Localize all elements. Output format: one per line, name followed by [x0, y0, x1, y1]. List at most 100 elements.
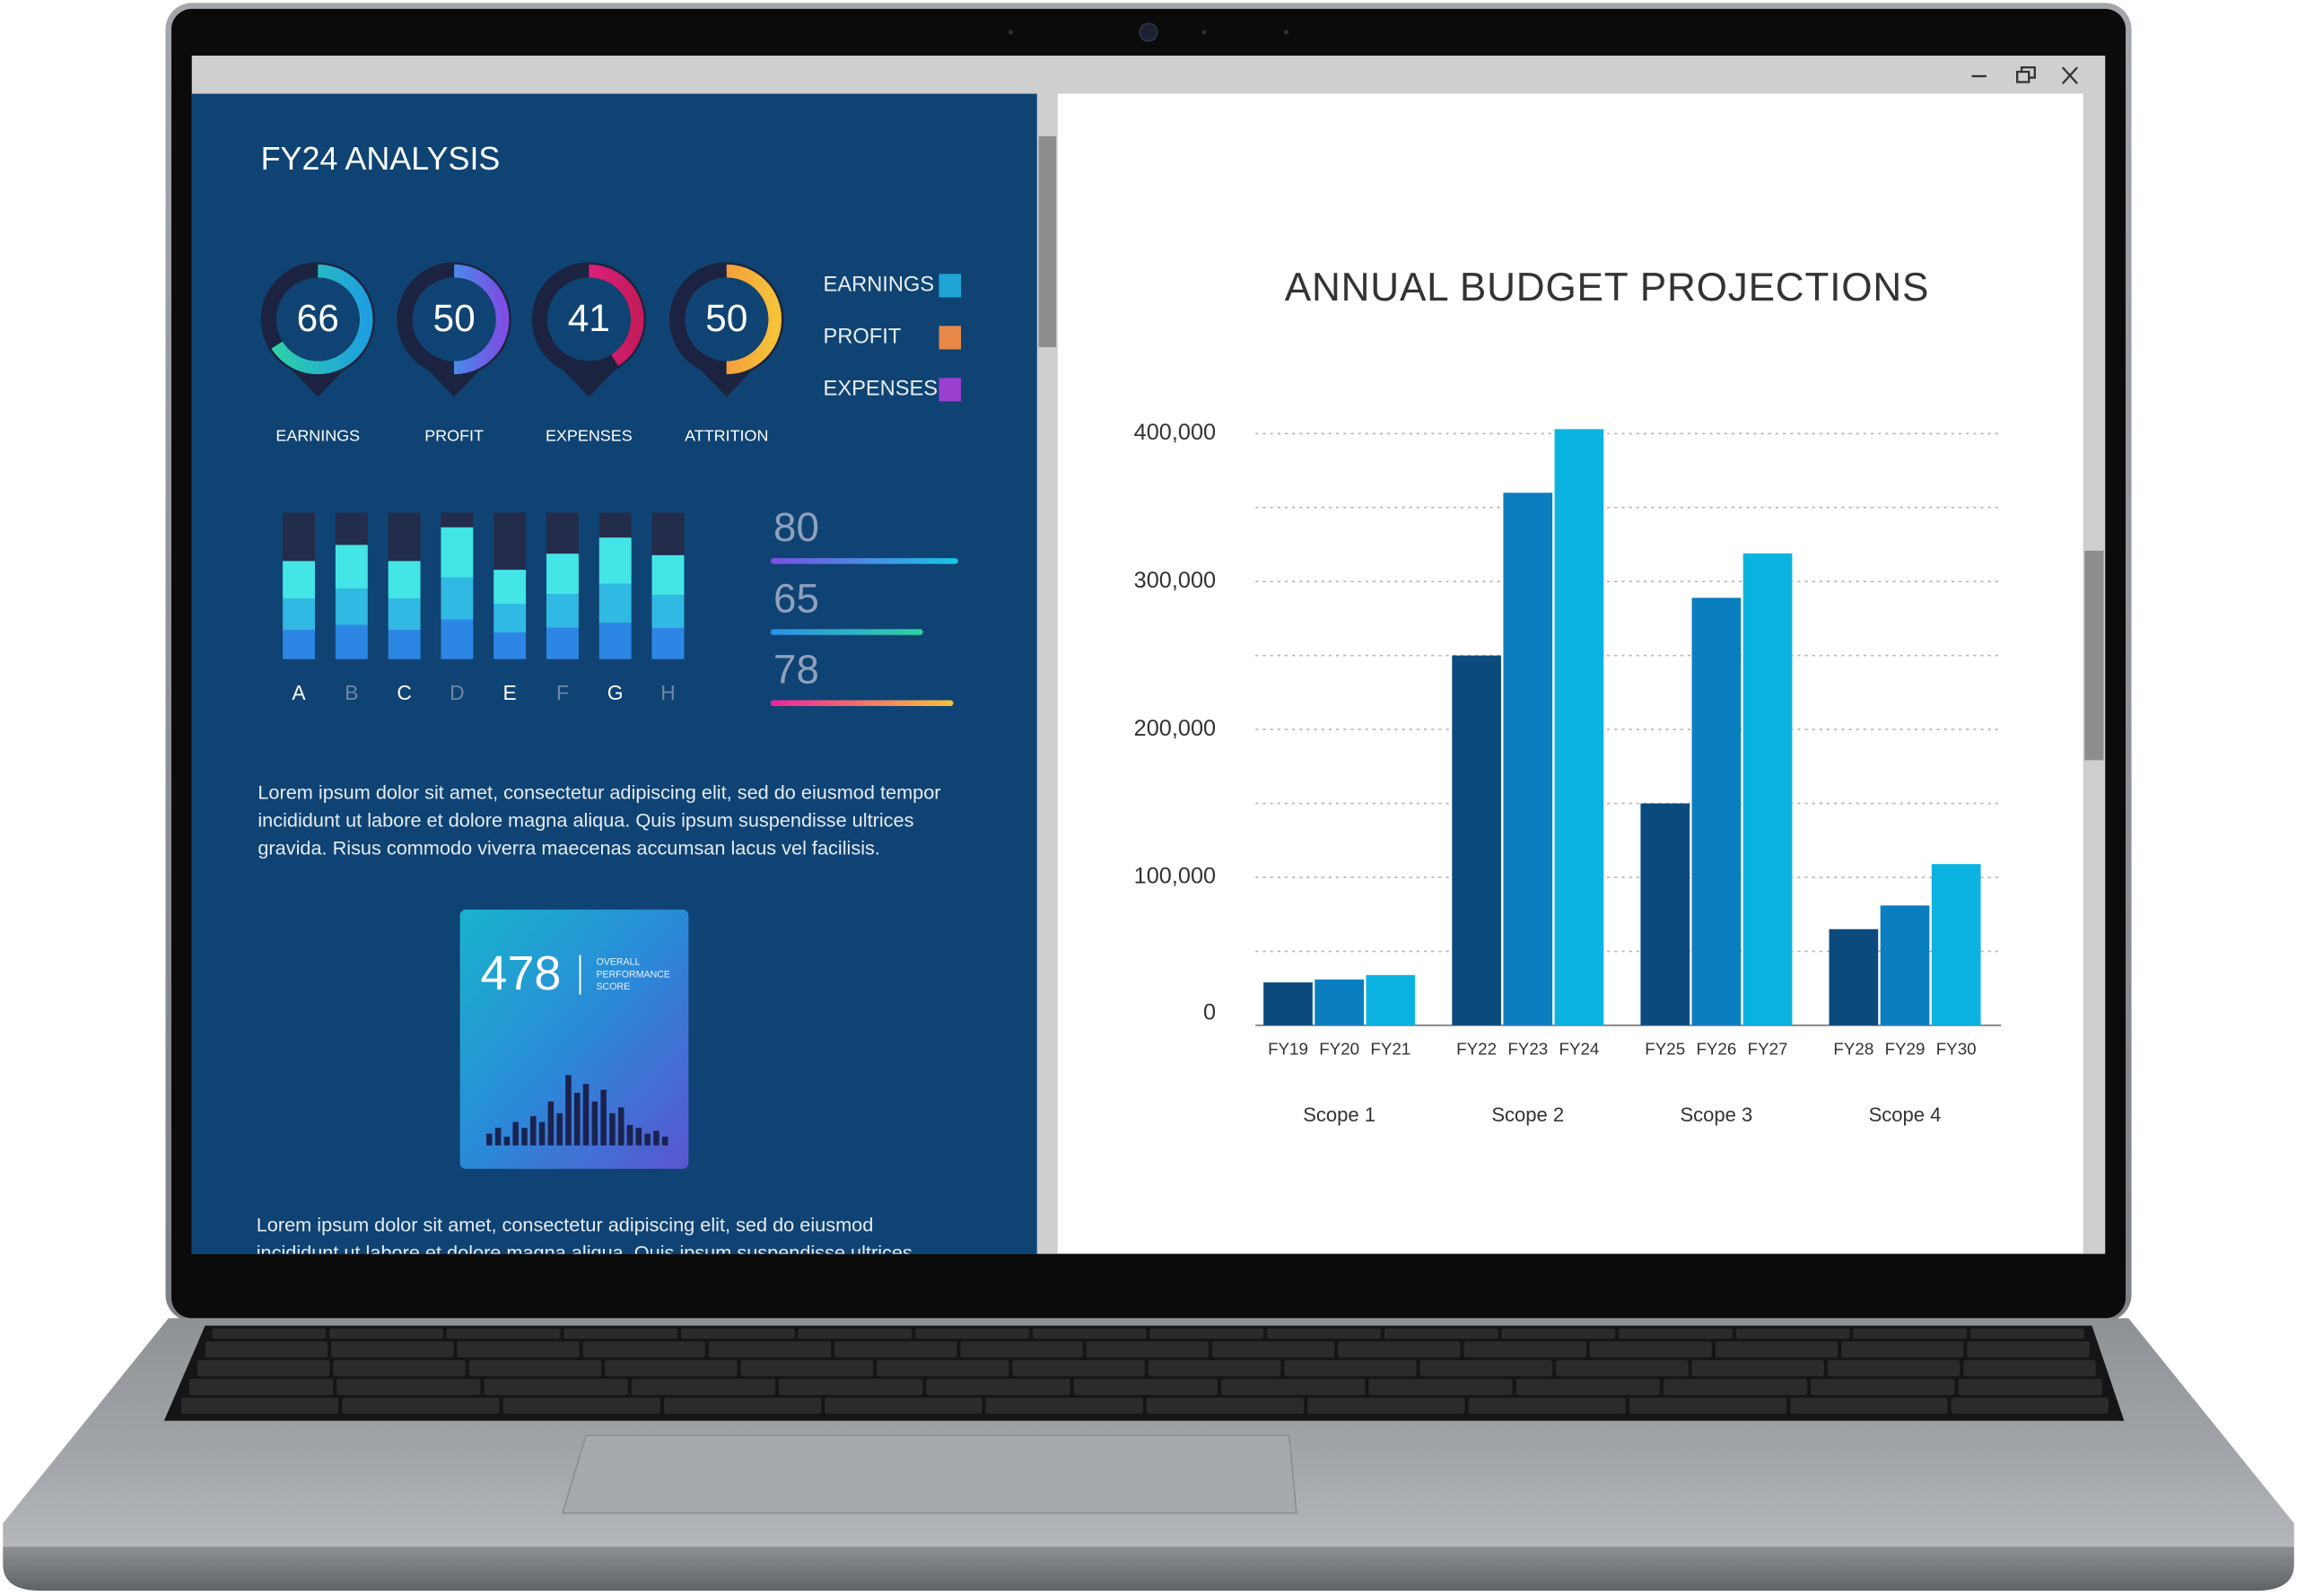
mini-bar [388, 561, 421, 659]
key[interactable] [1967, 1341, 2090, 1358]
key[interactable] [336, 1379, 481, 1395]
key[interactable] [1811, 1379, 1955, 1395]
key[interactable] [329, 1328, 443, 1339]
bar [1554, 429, 1604, 1025]
key[interactable] [1468, 1397, 1626, 1414]
key[interactable] [563, 1328, 678, 1339]
key[interactable] [876, 1360, 1009, 1377]
key[interactable] [502, 1397, 660, 1414]
key[interactable] [825, 1397, 983, 1414]
key[interactable] [1841, 1341, 1964, 1358]
key[interactable] [1827, 1360, 1961, 1377]
key[interactable] [1419, 1360, 1553, 1377]
key[interactable] [1148, 1360, 1281, 1377]
x-tick-label: FY22 [1456, 1040, 1497, 1059]
key[interactable] [484, 1379, 628, 1395]
key[interactable] [834, 1341, 957, 1358]
bar [1931, 864, 1981, 1025]
key[interactable] [1735, 1328, 1850, 1339]
key[interactable] [1086, 1341, 1209, 1358]
key[interactable] [1220, 1379, 1366, 1395]
mini-bar-label: G [607, 681, 624, 704]
x-tick-label: FY26 [1696, 1040, 1736, 1059]
key[interactable] [1368, 1379, 1513, 1395]
key[interactable] [197, 1360, 330, 1377]
key[interactable] [1211, 1341, 1335, 1358]
key[interactable] [1032, 1328, 1147, 1339]
key[interactable] [1073, 1379, 1218, 1395]
paragraph-line: Lorem ipsum dolor sit amet, consectetur … [258, 781, 940, 804]
key[interactable] [1267, 1328, 1381, 1339]
key[interactable] [1619, 1328, 1733, 1339]
touchpad[interactable] [561, 1435, 1297, 1514]
bar [1314, 979, 1364, 1025]
key[interactable] [446, 1328, 561, 1339]
key[interactable] [582, 1341, 705, 1358]
scrollbar[interactable] [1036, 93, 1058, 1254]
key[interactable] [681, 1328, 795, 1339]
window-controls [1971, 65, 2078, 84]
x-tick-label: FY24 [1559, 1040, 1599, 1059]
key[interactable] [331, 1341, 454, 1358]
key[interactable] [985, 1397, 1143, 1414]
key[interactable] [188, 1379, 334, 1395]
key[interactable] [1790, 1397, 1948, 1414]
key[interactable] [1556, 1360, 1689, 1377]
gauge-center [685, 277, 769, 362]
key[interactable] [1589, 1341, 1712, 1358]
key[interactable] [926, 1379, 1070, 1395]
key[interactable] [1501, 1328, 1616, 1339]
key[interactable] [1663, 1379, 1808, 1395]
gauge-center [412, 277, 496, 362]
key[interactable] [708, 1341, 832, 1358]
key[interactable] [605, 1360, 738, 1377]
scrollbar-thumb[interactable] [1038, 135, 1057, 347]
key[interactable] [342, 1397, 500, 1414]
key[interactable] [1853, 1328, 1968, 1339]
key[interactable] [740, 1360, 874, 1377]
key[interactable] [1384, 1328, 1498, 1339]
key[interactable] [960, 1341, 1083, 1358]
gauge-label: PROFIT [424, 426, 484, 444]
close-button[interactable] [2061, 66, 2078, 84]
gauge-center [275, 277, 360, 362]
scrollbar-thumb[interactable] [2084, 550, 2104, 761]
key[interactable] [1146, 1397, 1305, 1414]
key[interactable] [798, 1328, 913, 1339]
progress-bar [770, 700, 954, 706]
key[interactable] [1958, 1379, 2102, 1395]
group-label: Scope 2 [1491, 1103, 1564, 1126]
key[interactable] [333, 1360, 466, 1377]
gauge-value: 50 [705, 297, 747, 339]
key[interactable] [1715, 1341, 1838, 1358]
key[interactable] [468, 1360, 602, 1377]
key[interactable] [1963, 1360, 2096, 1377]
key[interactable] [663, 1397, 822, 1414]
key[interactable] [1338, 1341, 1461, 1358]
key[interactable] [1969, 1328, 2084, 1339]
key[interactable] [1951, 1397, 2109, 1414]
key[interactable] [457, 1341, 580, 1358]
bar [1263, 982, 1313, 1025]
mini-bar-label: A [292, 681, 306, 704]
key[interactable] [180, 1397, 339, 1414]
key[interactable] [1307, 1397, 1465, 1414]
key[interactable] [212, 1328, 327, 1339]
restore-button[interactable] [2016, 65, 2036, 83]
key[interactable] [1515, 1379, 1660, 1395]
mini-bar [651, 554, 685, 659]
key[interactable] [1012, 1360, 1145, 1377]
mini-bar-label: D [450, 681, 465, 704]
key[interactable] [1149, 1328, 1264, 1339]
key[interactable] [205, 1341, 328, 1358]
key[interactable] [1691, 1360, 1824, 1377]
key[interactable] [1284, 1360, 1417, 1377]
mini-bar [546, 554, 579, 659]
key[interactable] [779, 1379, 923, 1395]
key[interactable] [1463, 1341, 1586, 1358]
key[interactable] [915, 1328, 1029, 1339]
key[interactable] [1629, 1397, 1787, 1414]
key[interactable] [631, 1379, 776, 1395]
progress-bar [770, 558, 958, 564]
